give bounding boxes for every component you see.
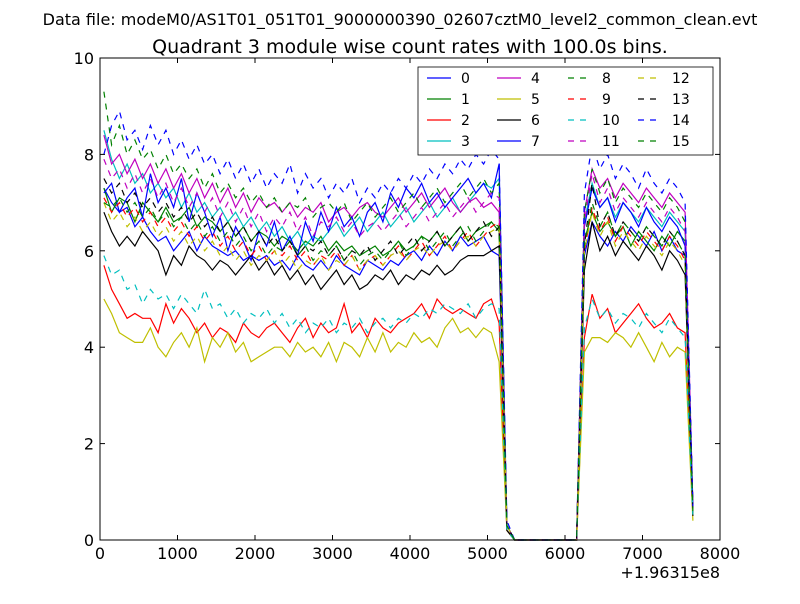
series-line-12 — [103, 202, 694, 541]
legend-label-5: 5 — [531, 92, 540, 108]
series-line-0 — [103, 187, 694, 541]
y-tick-label: 10 — [74, 49, 94, 68]
series-line-9 — [103, 197, 694, 541]
x-tick-label: 4000 — [390, 544, 431, 563]
x-axis-offset-label: +1.96315e8 — [620, 563, 720, 582]
x-tick-label: 1000 — [157, 544, 198, 563]
series-line-11 — [103, 158, 694, 541]
series-line-8 — [103, 91, 694, 541]
legend-label-2: 2 — [461, 113, 470, 129]
y-tick-label: 8 — [84, 145, 94, 164]
x-tick-label: 8000 — [700, 544, 741, 563]
legend-label-15: 15 — [672, 134, 690, 150]
x-tick-label: 7000 — [622, 544, 663, 563]
series-line-4 — [103, 134, 694, 541]
legend-label-11: 11 — [602, 134, 620, 150]
y-tick-label: 4 — [84, 338, 94, 357]
series-line-10 — [103, 255, 694, 541]
legend-label-10: 10 — [602, 113, 620, 129]
legend-label-9: 9 — [602, 92, 611, 108]
series-line-6 — [103, 211, 694, 541]
legend-box — [417, 66, 714, 156]
series-lines — [103, 91, 694, 541]
x-tick-label: 0 — [95, 544, 105, 563]
x-tick-label: 6000 — [545, 544, 586, 563]
x-tick-label: 2000 — [235, 544, 276, 563]
x-tick-label: 3000 — [312, 544, 353, 563]
legend-label-1: 1 — [461, 92, 470, 108]
series-line-3 — [103, 130, 694, 541]
y-tick-label: 6 — [84, 242, 94, 261]
chart-suptitle: Data file: modeM0/AS1T01_051T01_90000003… — [43, 10, 758, 30]
legend-label-8: 8 — [602, 71, 611, 87]
series-line-13 — [103, 178, 694, 541]
series-line-2 — [103, 265, 694, 541]
x-tick-label: 5000 — [467, 544, 508, 563]
legend-label-7: 7 — [531, 134, 540, 150]
legend-label-0: 0 — [461, 71, 470, 87]
y-tick-label: 2 — [84, 435, 94, 454]
legend-label-3: 3 — [461, 134, 470, 150]
series-line-7 — [103, 163, 694, 541]
legend-label-14: 14 — [672, 113, 690, 129]
chart-title: Quadrant 3 module wise count rates with … — [152, 36, 668, 58]
legend-label-6: 6 — [531, 113, 540, 129]
legend-label-13: 13 — [672, 92, 690, 108]
series-line-5 — [103, 298, 694, 541]
legend-label-12: 12 — [672, 71, 690, 87]
legend-label-4: 4 — [531, 71, 540, 87]
y-tick-label: 0 — [84, 531, 94, 550]
